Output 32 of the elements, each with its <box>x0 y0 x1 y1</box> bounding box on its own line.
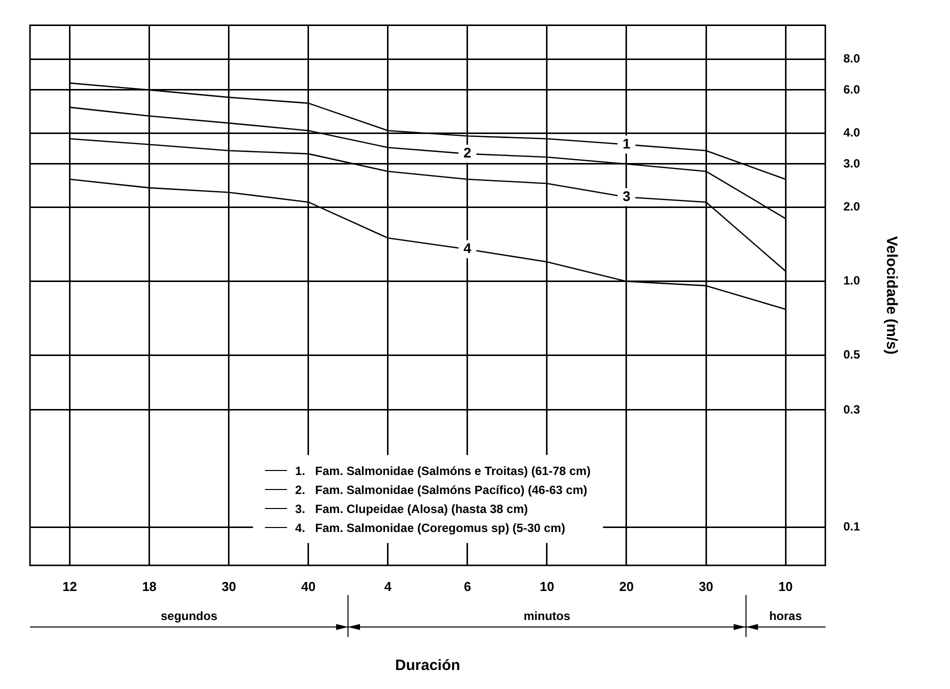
y-tick-label: 6.0 <box>843 82 860 96</box>
y-tick-label: 0.5 <box>843 348 860 362</box>
annotation: 3 <box>622 188 631 204</box>
text: minutos <box>522 609 572 624</box>
legend-label: 2. Fam. Salmonidae (Salmóns Pacífico) (46-63 cm) <box>295 482 588 497</box>
y-tick-label: 4.0 <box>843 126 860 140</box>
annotation: 2 <box>464 144 472 161</box>
legend-label: 3. Fam. Clupeidae (Alosa) (hasta 38 cm) <box>295 502 528 516</box>
x-tick-label: 10 <box>540 578 554 594</box>
y-axis-title: Velocidade (m/s) <box>882 236 900 354</box>
x-tick-label: 40 <box>301 578 316 594</box>
y-tick-label: 3.0 <box>843 156 860 170</box>
x-tick-label: 12 <box>62 578 77 594</box>
y-tick-label: 1.0 <box>843 274 860 288</box>
legend-label: 1. Fam. Salmonidae (Salmóns e Troitas) (61-78 cm) <box>295 464 591 478</box>
annotation: 4 <box>464 240 472 256</box>
x-tick-label: 6 <box>464 578 472 594</box>
legend-label: 4. Fam. Salmonidae (Coregomus sp) (5-30 cm) <box>295 520 566 535</box>
x-tick-label: 10 <box>778 578 793 594</box>
annotation: 1 <box>622 135 631 152</box>
x-tick-label: 20 <box>619 578 634 594</box>
y-tick-label: 8.0 <box>843 52 860 66</box>
x-tick-label: 18 <box>142 578 157 594</box>
text: horas <box>768 609 803 624</box>
text: segundos <box>160 609 218 624</box>
x-tick-label: 30 <box>698 578 714 594</box>
y-tick-label: 0.3 <box>843 402 860 416</box>
y-tick-label: 0.1 <box>843 520 860 534</box>
x-tick-label: 4 <box>384 578 392 594</box>
y-tick-label: 2.0 <box>843 200 860 214</box>
x-tick-label: 30 <box>222 578 236 594</box>
x-axis-title: Duración <box>395 657 460 674</box>
